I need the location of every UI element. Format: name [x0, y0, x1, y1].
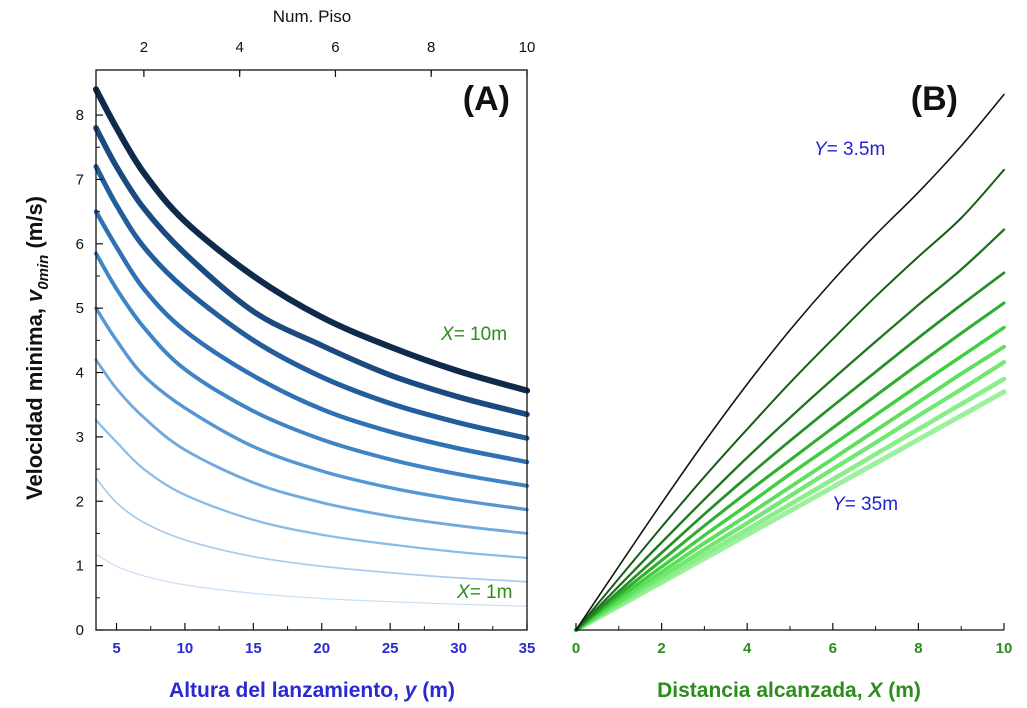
panel-b-series: [573, 93, 1007, 633]
x-tick-label: 35: [519, 640, 536, 657]
y-tick-label: 3: [76, 429, 84, 446]
y-tick-label: 4: [76, 365, 84, 382]
x-tick-label: 8: [914, 640, 922, 657]
x-tick-label: 5: [112, 640, 120, 657]
panel-b-series-line-2: [573, 376, 1007, 633]
y-tick-label: 8: [76, 107, 84, 124]
annotation-text: = 10m: [454, 324, 507, 345]
y-tick-label: 2: [76, 493, 84, 510]
panel-a-series: [92, 86, 531, 607]
y-tick-label: 0: [76, 622, 84, 639]
x-tick-label: 10: [177, 640, 194, 657]
panel-a-x-axis-title-symbol: y: [404, 679, 418, 702]
panel-a-series-line-4: [94, 358, 529, 535]
panel-b-x-axis-title-unit: (m): [882, 679, 921, 702]
annotation-symbol: Y: [832, 494, 846, 515]
y-tick-label: 7: [76, 171, 84, 188]
y-tick-label: 1: [76, 558, 84, 575]
y-axis-title-subscript: 0min: [35, 255, 52, 290]
panel-b-label: (B): [911, 80, 958, 118]
x-tick-label: 25: [382, 640, 399, 657]
top-x-tick-label: 4: [235, 39, 243, 56]
panel-a-x-axis-title-unit: (m): [416, 679, 455, 702]
annotation-symbol: X: [456, 582, 471, 603]
panel-b-series-line-9: [575, 168, 1005, 631]
panel-a-series-line-6: [94, 251, 529, 488]
panel-b-annotation-y3-5: Y= 3.5m: [814, 139, 885, 160]
panel-a-series-line-3: [94, 419, 529, 560]
panel-b-series-line-4: [574, 344, 1006, 632]
y-axis-title-unit: (m/s): [22, 196, 47, 255]
panel-a-ticks: 5 10 15 20 25 30 35 0 1 2 3 4 5 6 7 8 2 4 6 8 10: [76, 39, 536, 657]
panel-a-series-line-5: [94, 306, 529, 512]
panel-a-series-line-1: [95, 553, 528, 607]
panel-a-series-line-7: [93, 209, 530, 465]
panel-b-series-line-8: [574, 228, 1006, 632]
panel-b: 0 2 4 6 8 10 (B) Distancia alcanzada, X (m) Y…: [572, 80, 1013, 702]
annotation-text: = 3.5m: [827, 139, 886, 160]
panel-b-series-line-10: [575, 93, 1005, 631]
panel-b-annotation-y35: Y= 35m: [832, 494, 898, 515]
panel-a-annotation-x1: X= 1m: [456, 582, 512, 603]
panel-a-series-line-2: [95, 477, 528, 583]
panel-a-series-line-8: [93, 164, 530, 441]
y-tick-label: 5: [76, 300, 84, 317]
top-x-tick-label: 6: [331, 39, 339, 56]
panel-a-top-axis-title: Num. Piso: [273, 7, 351, 26]
annotation-text: = 35m: [845, 494, 898, 515]
x-tick-label: 15: [245, 640, 262, 657]
y-tick-label: 6: [76, 236, 84, 253]
x-tick-label: 4: [743, 640, 752, 657]
x-tick-label: 30: [450, 640, 467, 657]
x-tick-label: 10: [996, 640, 1013, 657]
top-x-tick-label: 10: [519, 39, 536, 56]
top-x-tick-label: 8: [427, 39, 435, 56]
panel-a-label: (A): [463, 80, 510, 118]
panel-a-frame: [95, 69, 528, 631]
panel-a-series-line-10: [92, 86, 531, 394]
annotation-text: = 1m: [470, 582, 513, 603]
x-tick-label: 6: [829, 640, 837, 657]
x-tick-label: 2: [657, 640, 665, 657]
panel-a-annotation-x10: X= 10m: [440, 324, 507, 345]
panel-b-series-line-3: [573, 360, 1007, 633]
panel-b-x-axis-title-main: Distancia alcanzada,: [657, 679, 868, 702]
panel-a-x-axis-title: Altura del lanzamiento, y (m): [169, 679, 455, 702]
panel-a-x-axis-title-main: Altura del lanzamiento,: [169, 679, 405, 702]
annotation-symbol: Y: [814, 139, 828, 160]
panel-b-x-axis-title: Distancia alcanzada, X (m): [657, 679, 921, 702]
y-axis-title: Velocidad minima, v0min (m/s): [22, 196, 52, 500]
y-axis-title-symbol: v: [22, 288, 47, 302]
annotation-symbol: X: [440, 324, 455, 345]
panel-b-ticks: 0 2 4 6 8 10: [572, 623, 1013, 657]
panel-b-series-line-6: [574, 301, 1006, 632]
panel-b-series-line-5: [574, 325, 1006, 632]
x-tick-label: 20: [313, 640, 330, 657]
x-tick-label: 0: [572, 640, 580, 657]
y-axis-title-main: Velocidad minima,: [22, 302, 47, 500]
panel-b-series-line-7: [574, 271, 1006, 632]
panel-b-x-axis-title-symbol: X: [867, 679, 884, 702]
panel-a-series-line-9: [93, 125, 530, 418]
panel-a: 5 10 15 20 25 30 35 0 1 2 3 4 5 6 7 8 2 4 6 8 10 (A) Num. Pi…: [76, 7, 536, 702]
top-x-tick-label: 2: [140, 39, 148, 56]
